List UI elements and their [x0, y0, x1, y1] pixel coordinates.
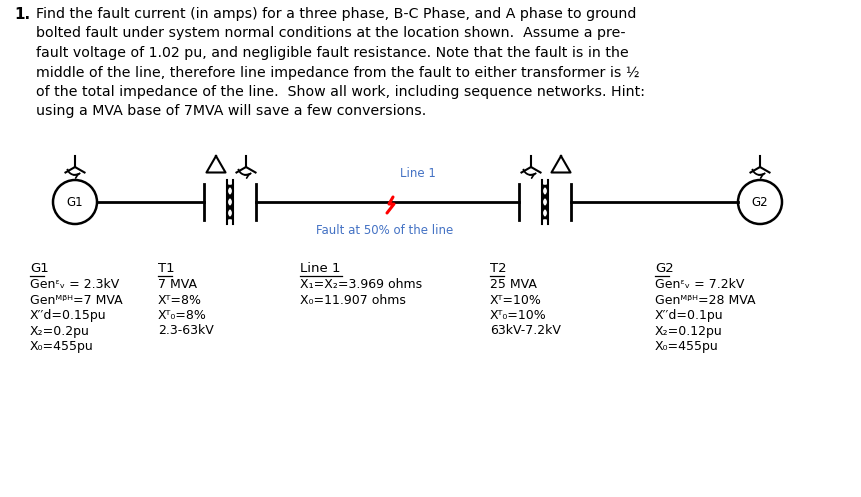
Text: using a MVA base of 7MVA will save a few conversions.: using a MVA base of 7MVA will save a few… [36, 104, 426, 118]
Text: X₂=0.2pu: X₂=0.2pu [30, 325, 90, 337]
Text: T1: T1 [158, 262, 175, 275]
Text: X′′d=0.15pu: X′′d=0.15pu [30, 309, 107, 322]
Text: T2: T2 [490, 262, 506, 275]
Text: G2: G2 [655, 262, 674, 275]
Text: G1: G1 [66, 195, 84, 209]
Text: middle of the line, therefore line impedance from the fault to either transforme: middle of the line, therefore line imped… [36, 66, 640, 80]
Text: Xᵀ₀=8%: Xᵀ₀=8% [158, 309, 207, 322]
Text: 2.3-63kV: 2.3-63kV [158, 325, 214, 337]
Text: X₀=11.907 ohms: X₀=11.907 ohms [300, 294, 406, 307]
Text: of the total impedance of the line.  Show all work, including sequence networks.: of the total impedance of the line. Show… [36, 85, 645, 99]
Text: G1: G1 [30, 262, 49, 275]
Text: X₀=455pu: X₀=455pu [655, 340, 719, 353]
Text: 25 MVA: 25 MVA [490, 278, 537, 291]
Text: 1.: 1. [14, 7, 30, 22]
Text: Line 1: Line 1 [300, 262, 340, 275]
Text: X′′d=0.1pu: X′′d=0.1pu [655, 309, 723, 322]
Text: 63kV-7.2kV: 63kV-7.2kV [490, 325, 561, 337]
Text: Xᵀ₀=10%: Xᵀ₀=10% [490, 309, 547, 322]
Text: Genᵋᵥ = 7.2kV: Genᵋᵥ = 7.2kV [655, 278, 745, 291]
Text: 7 MVA: 7 MVA [158, 278, 197, 291]
Text: Genᴹᵝᴴ=28 MVA: Genᴹᵝᴴ=28 MVA [655, 294, 755, 307]
Text: bolted fault under system normal conditions at the location shown.  Assume a pre: bolted fault under system normal conditi… [36, 26, 626, 40]
Text: Xᵀ=8%: Xᵀ=8% [158, 294, 202, 307]
Text: fault voltage of 1.02 pu, and negligible fault resistance. Note that the fault i: fault voltage of 1.02 pu, and negligible… [36, 46, 629, 60]
Text: Genᴹᵝᴴ=7 MVA: Genᴹᵝᴴ=7 MVA [30, 294, 122, 307]
Text: Line 1: Line 1 [400, 167, 436, 180]
Text: Fault at 50% of the line: Fault at 50% of the line [316, 224, 454, 237]
Text: Genᵋᵥ = 2.3kV: Genᵋᵥ = 2.3kV [30, 278, 120, 291]
Text: G2: G2 [752, 195, 768, 209]
Text: Find the fault current (in amps) for a three phase, B-C Phase, and A phase to gr: Find the fault current (in amps) for a t… [36, 7, 636, 21]
Text: X₀=455pu: X₀=455pu [30, 340, 94, 353]
Text: Xᵀ=10%: Xᵀ=10% [490, 294, 542, 307]
Text: X₂=0.12pu: X₂=0.12pu [655, 325, 722, 337]
Text: X₁=X₂=3.969 ohms: X₁=X₂=3.969 ohms [300, 278, 422, 291]
